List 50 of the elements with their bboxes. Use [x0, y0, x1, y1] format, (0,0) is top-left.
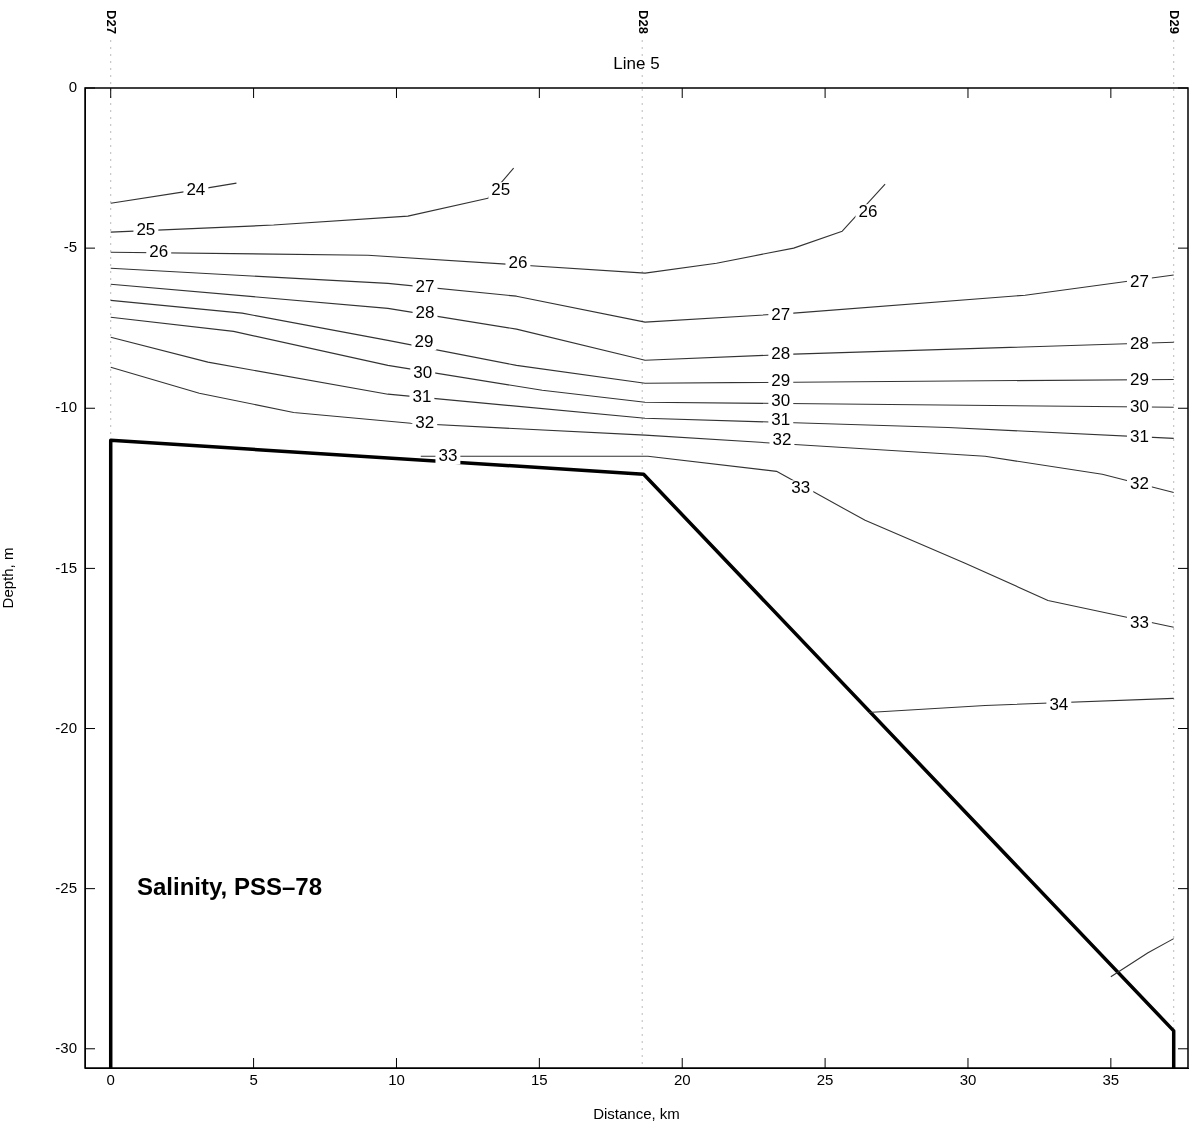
- annotation: 26: [149, 241, 169, 261]
- annotation: 28: [771, 343, 791, 363]
- x-tick-label: 15: [531, 1071, 548, 1089]
- annotation: 33: [1129, 612, 1149, 632]
- annotation: 25: [136, 219, 156, 239]
- annotation: 33: [438, 445, 458, 465]
- annotation: 27: [415, 276, 435, 296]
- chart-title: Line 5: [613, 53, 660, 73]
- ref-line-label: D29: [1167, 10, 1183, 34]
- annotation: 29: [414, 331, 434, 351]
- annotation: 31: [771, 410, 791, 430]
- y-axis-title: Depth, m: [0, 547, 17, 609]
- x-tick-label: 25: [816, 1071, 834, 1089]
- annotation: 31: [1129, 426, 1149, 446]
- annotation: Salinity, PSS–78: [137, 873, 322, 901]
- y-tick-label: -5: [63, 238, 77, 256]
- annotation: 34: [1049, 695, 1069, 715]
- y-tick-label: -10: [55, 398, 77, 416]
- annotation: 30: [1129, 396, 1149, 416]
- x-axis-title: Distance, km: [593, 1105, 680, 1123]
- ref-line-label: D27: [104, 10, 120, 34]
- y-tick-label: -20: [55, 718, 77, 736]
- annotation: 26: [858, 201, 878, 221]
- annotation: 24: [186, 179, 206, 199]
- annotation: 30: [771, 390, 791, 410]
- annotation: 25: [491, 179, 511, 199]
- x-tick-label: 30: [959, 1071, 977, 1089]
- annotation: 32: [1129, 474, 1149, 494]
- annotation: 29: [771, 371, 791, 391]
- x-tick-label: 5: [249, 1071, 258, 1089]
- x-tick-label: 20: [673, 1071, 691, 1089]
- y-tick-label: -25: [55, 878, 77, 896]
- annotation: 31: [412, 387, 432, 407]
- annotation: 27: [771, 304, 791, 324]
- x-tick-label: 35: [1102, 1071, 1120, 1089]
- annotation: 33: [791, 478, 811, 498]
- y-tick-label: -30: [55, 1038, 77, 1056]
- annotation: 26: [508, 252, 528, 272]
- annotation: 29: [1129, 370, 1149, 390]
- x-tick-label: 10: [388, 1071, 405, 1089]
- annotation: 32: [415, 413, 435, 432]
- annotation: 27: [1129, 271, 1149, 291]
- annotation: 30: [413, 363, 433, 383]
- annotation: 28: [415, 302, 435, 322]
- annotation: 28: [1129, 333, 1149, 353]
- y-tick-label: 0: [68, 78, 77, 96]
- annotation: 32: [772, 429, 792, 449]
- y-tick-label: -15: [55, 558, 77, 576]
- x-tick-label: 0: [106, 1071, 115, 1089]
- ref-line-label: D28: [635, 10, 651, 34]
